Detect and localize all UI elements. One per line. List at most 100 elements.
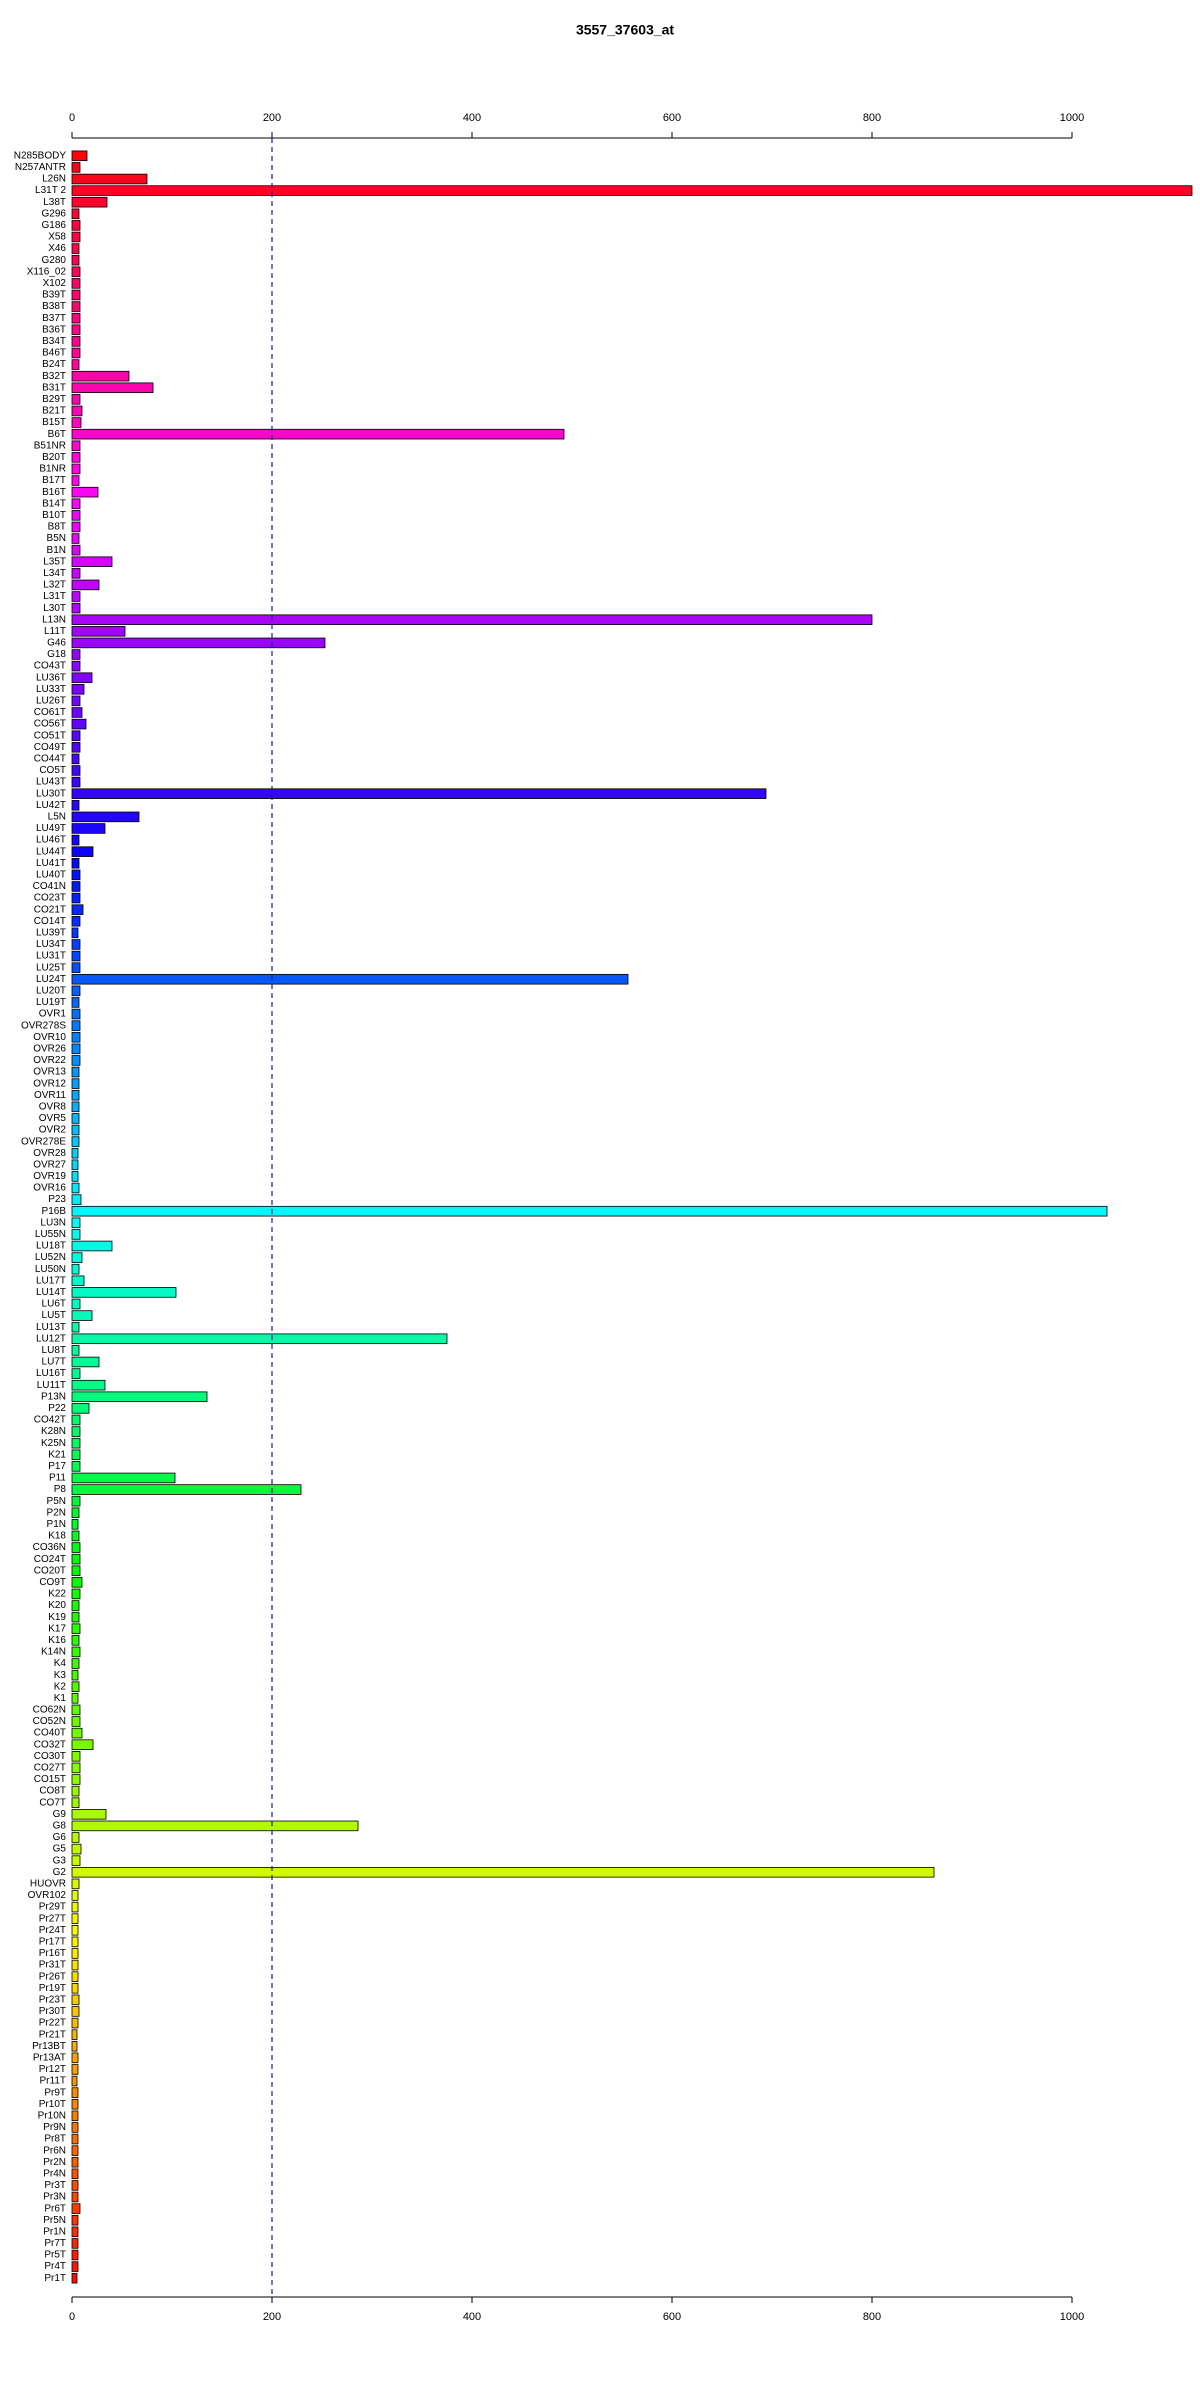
bar	[71, 1994, 80, 2006]
x-tick-label: 1000	[1060, 2311, 1084, 2323]
y-tick-label: LU49T	[36, 823, 66, 834]
y-tick-label: Pr19T	[39, 1983, 66, 1994]
bar	[71, 1751, 81, 1762]
y-tick-label: CO27T	[34, 1763, 66, 1774]
y-tick-label: X46	[48, 243, 66, 254]
bar	[71, 1101, 80, 1113]
y-tick-label: Pr4N	[43, 2168, 66, 2179]
bar	[71, 1321, 80, 1333]
bar	[71, 811, 140, 823]
bar	[71, 1356, 100, 1368]
y-tick-label: Pr29T	[39, 1902, 66, 1913]
y-tick-label: P17	[48, 1461, 66, 1472]
bar	[71, 2110, 79, 2122]
bar	[71, 2052, 79, 2064]
y-tick-label: Pr13BT	[32, 2041, 66, 2052]
y-tick-label: B46T	[42, 348, 66, 359]
y-tick-label: LU30T	[36, 788, 66, 799]
bar	[71, 2226, 79, 2238]
y-tick-label: Pr9T	[44, 2087, 66, 2098]
bar	[71, 452, 81, 463]
y-tick-label: G296	[42, 208, 67, 219]
bar	[71, 776, 81, 788]
y-tick-label: OVR16	[33, 1183, 66, 1194]
bar	[71, 2261, 79, 2272]
bar	[71, 718, 87, 730]
bar	[71, 1310, 93, 1321]
bar	[71, 1727, 83, 1739]
bar	[71, 2064, 79, 2075]
bar	[71, 1426, 81, 1437]
bar	[71, 1901, 79, 1913]
bar	[71, 1147, 79, 1159]
y-tick-label: L5N	[48, 812, 66, 823]
y-tick-label: CO61T	[34, 707, 66, 718]
bar	[71, 1124, 80, 1136]
y-tick-label: Pr30T	[39, 2006, 66, 2017]
y-tick-label: G9	[53, 1809, 67, 1820]
bar	[71, 289, 81, 301]
bar	[71, 660, 81, 672]
bar	[71, 765, 81, 776]
y-tick-label: P11	[49, 1473, 66, 1484]
y-tick-label: CO8T	[39, 1786, 66, 1797]
y-tick-label: K21	[48, 1449, 66, 1460]
y-tick-label: OVR102	[28, 1890, 67, 1901]
y-tick-label: G2	[53, 1867, 67, 1878]
y-tick-label: LU20T	[36, 985, 66, 996]
y-tick-label: L35T	[43, 556, 66, 567]
bar	[71, 649, 81, 660]
bar	[71, 904, 84, 915]
bar	[71, 243, 80, 254]
y-tick-label: LU11T	[37, 1380, 66, 1391]
bar	[71, 1669, 79, 1681]
bar	[71, 753, 80, 765]
bar	[71, 336, 81, 347]
y-tick-label: OVR13	[33, 1067, 66, 1078]
bar	[71, 1739, 94, 1750]
y-tick-label: Pr2N	[43, 2157, 66, 2168]
y-tick-label: G186	[42, 220, 67, 231]
y-tick-label: K4	[54, 1658, 67, 1669]
y-tick-label: CO41N	[33, 881, 66, 892]
y-tick-label: CO7T	[39, 1797, 66, 1808]
x-tick-label: 0	[69, 2311, 75, 2323]
bar	[71, 1008, 81, 1020]
bar	[71, 834, 80, 846]
y-tick-label: LU44T	[36, 846, 66, 857]
y-tick-label: Pr5T	[44, 2250, 66, 2261]
bar	[71, 1959, 79, 1971]
y-tick-label: LU14T	[36, 1287, 66, 1298]
y-tick-label: Pr27T	[39, 1913, 66, 1924]
y-tick-label: Pr9N	[43, 2122, 66, 2133]
y-tick-label: Pr11T	[40, 2076, 67, 2087]
bar	[71, 973, 629, 985]
y-tick-label: B5N	[47, 533, 66, 544]
bar	[71, 1113, 80, 1124]
y-tick-label: K1	[54, 1693, 67, 1704]
bar	[71, 846, 94, 857]
bar	[71, 800, 80, 811]
y-tick-label: Pr3T	[44, 2180, 66, 2191]
y-tick-label: B32T	[42, 371, 66, 382]
bar	[71, 1623, 81, 1634]
bar	[71, 1716, 81, 1727]
y-tick-label: LU19T	[36, 997, 66, 1008]
bar	[71, 602, 81, 614]
y-tick-label: Pr7T	[44, 2238, 66, 2249]
bar	[71, 1495, 81, 1507]
y-tick-label: B31T	[42, 382, 66, 393]
y-tick-label: P13N	[41, 1391, 66, 1402]
y-tick-label: LU42T	[36, 800, 66, 811]
y-tick-label: K2	[54, 1681, 67, 1692]
y-tick-label: Pr31T	[39, 1960, 66, 1971]
bar	[71, 370, 130, 382]
y-tick-label: L38T	[43, 197, 66, 208]
y-tick-label: OVR278E	[21, 1136, 66, 1147]
y-tick-label: OVR12	[33, 1078, 66, 1089]
bar	[71, 544, 81, 556]
y-tick-label: LU50N	[35, 1264, 66, 1275]
y-tick-label: LU52N	[35, 1252, 66, 1263]
bar	[71, 1379, 106, 1391]
y-tick-label: CO42T	[34, 1415, 66, 1426]
